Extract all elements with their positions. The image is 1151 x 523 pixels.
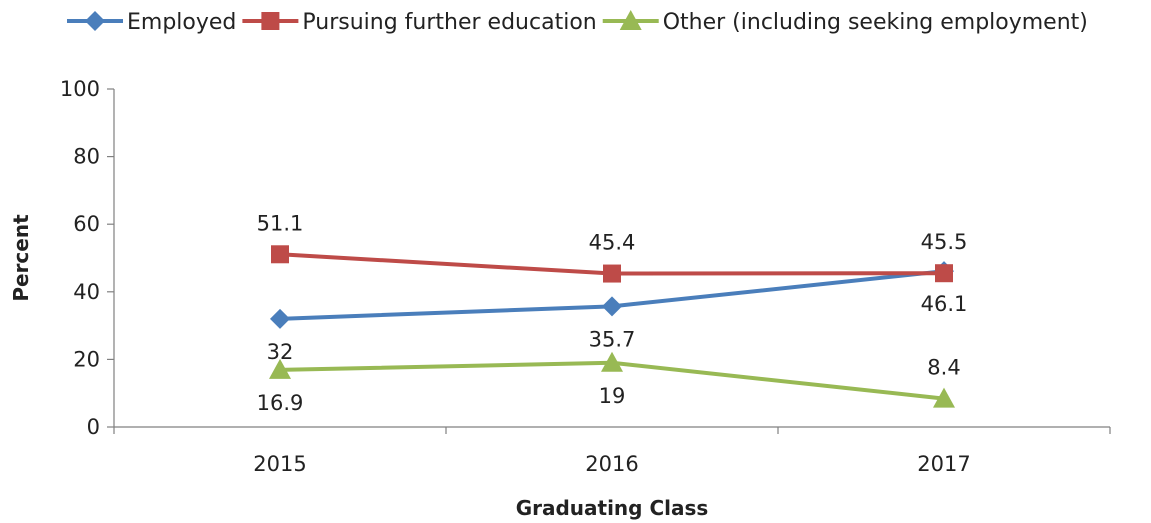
series-layer bbox=[269, 245, 955, 408]
data-label: 8.4 bbox=[927, 356, 960, 380]
x-axis-title: Graduating Class bbox=[516, 496, 709, 520]
x-tick-label: 2015 bbox=[253, 452, 306, 476]
data-point-marker bbox=[603, 264, 621, 283]
y-tick-label: 80 bbox=[73, 145, 100, 169]
data-point-marker bbox=[269, 358, 291, 379]
data-point-marker bbox=[271, 245, 289, 264]
x-tick-label: 2016 bbox=[585, 452, 638, 476]
legend-item-1: Employed bbox=[67, 10, 236, 35]
data-point-marker bbox=[935, 264, 953, 283]
data-point-marker bbox=[601, 351, 623, 372]
legend: Employed Pursuing further education Other … bbox=[67, 10, 1088, 35]
legend-item-3: Other (including seeking employment) bbox=[602, 10, 1088, 35]
data-point-marker bbox=[619, 10, 642, 30]
y-axis-title: Percent bbox=[9, 214, 33, 302]
data-label: 45.4 bbox=[589, 231, 636, 255]
y-tick-label: 40 bbox=[73, 280, 100, 304]
x-tick-label: 2017 bbox=[917, 452, 970, 476]
data-label: 46.1 bbox=[921, 292, 968, 316]
data-label: 32 bbox=[267, 340, 294, 364]
data-label: 16.9 bbox=[257, 391, 304, 415]
data-point-marker bbox=[85, 11, 105, 31]
y-tick-label: 0 bbox=[87, 415, 100, 439]
series-3 bbox=[269, 351, 955, 408]
data-labels: 32 35.7 46.1 51.1 45.4 45.5 16.9 19 8.4 bbox=[257, 211, 968, 415]
data-label: 19 bbox=[599, 384, 626, 408]
legend-label: Employed bbox=[127, 10, 236, 35]
data-point-marker bbox=[261, 12, 280, 30]
legend-label: Other (including seeking employment) bbox=[663, 10, 1088, 35]
data-label: 51.1 bbox=[257, 211, 304, 235]
data-label: 35.7 bbox=[589, 327, 636, 351]
y-tick-label: 100 bbox=[60, 77, 100, 101]
axes: 0 20 40 60 80 100 2015 2016 2017 bbox=[60, 77, 1111, 476]
data-label: 45.5 bbox=[921, 230, 968, 254]
legend-label: Pursuing further education bbox=[302, 10, 596, 35]
data-point-marker bbox=[933, 387, 955, 408]
data-point-marker bbox=[602, 296, 622, 317]
data-point-marker bbox=[270, 308, 290, 329]
y-tick-label: 60 bbox=[73, 212, 100, 236]
legend-item-2: Pursuing further education bbox=[242, 10, 597, 35]
series-2 bbox=[271, 245, 953, 283]
y-tick-label: 20 bbox=[73, 347, 100, 371]
